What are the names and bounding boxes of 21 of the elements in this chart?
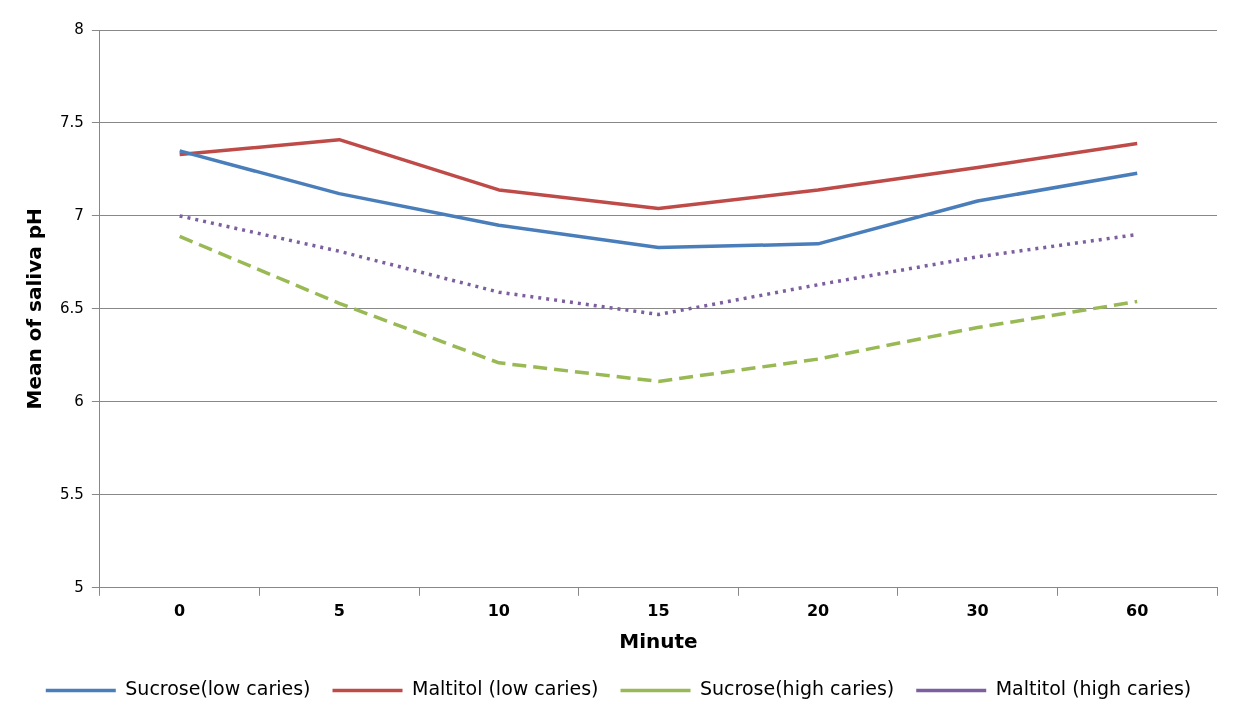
x-tick-label: 20 — [806, 600, 830, 620]
x-tick-label: 15 — [647, 600, 670, 620]
x-tick-label: 30 — [966, 600, 989, 620]
y-tick-label: 5 — [74, 577, 84, 596]
y-tick-label: 8 — [74, 19, 84, 38]
x-tick-label: 60 — [1126, 600, 1149, 620]
x-tick-label: 0 — [174, 600, 186, 620]
x-axis-title: Minute — [619, 629, 698, 654]
legend-label: Maltitol (high caries) — [995, 677, 1192, 700]
x-tick-label: 5 — [333, 600, 345, 620]
line-series — [177, 234, 1139, 384]
y-tick-label: 7.5 — [60, 112, 84, 131]
y-tick-label: 5.5 — [60, 484, 84, 503]
y-tick-label: 7 — [74, 205, 84, 224]
y-tick-label: 6.5 — [60, 298, 84, 317]
legend-label: Sucrose(low caries) — [125, 677, 311, 700]
x-tick-label: 10 — [487, 600, 510, 620]
y-tick-label: 6 — [74, 391, 84, 410]
y-axis-title: Mean of saliva pH — [22, 208, 47, 410]
legend-label: Maltitol (low caries) — [412, 677, 599, 700]
legend-label: Sucrose(high caries) — [700, 677, 895, 700]
